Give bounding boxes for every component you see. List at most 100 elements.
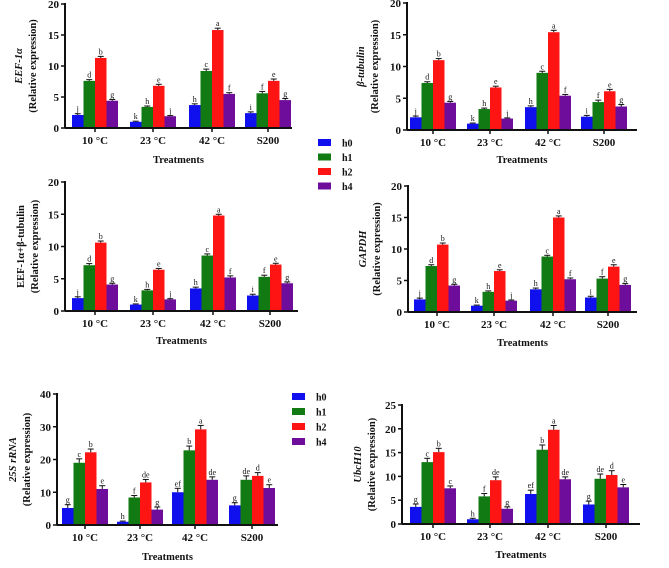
y-axis-gene-label: UbcH10 bbox=[353, 446, 364, 483]
y-tick-label: 20 bbox=[48, 0, 60, 11]
bar-h2 bbox=[95, 242, 107, 311]
significance-letter: de bbox=[561, 468, 569, 477]
y-tick-label: 20 bbox=[48, 177, 60, 189]
bar-h1 bbox=[425, 266, 437, 312]
significance-letter: ef bbox=[528, 481, 535, 490]
bar-h4 bbox=[615, 106, 627, 130]
significance-letter: de bbox=[596, 465, 604, 474]
significance-letter: a bbox=[557, 207, 561, 216]
bar-h1 bbox=[596, 278, 608, 312]
significance-letter: f bbox=[133, 487, 136, 496]
bar-h4 bbox=[263, 487, 275, 525]
bar-h2 bbox=[490, 87, 502, 130]
significance-letter: d bbox=[425, 73, 429, 82]
significance-letter: e bbox=[494, 77, 498, 86]
y-tick-label: 0 bbox=[46, 520, 52, 532]
bar-h4 bbox=[224, 277, 236, 311]
y-tick-label: 5 bbox=[54, 274, 60, 286]
significance-letter: g bbox=[448, 92, 452, 101]
x-tick-label: 42 °C bbox=[535, 531, 561, 543]
significance-letter: a bbox=[216, 19, 220, 28]
significance-letter: d bbox=[87, 255, 91, 264]
x-axis-label: Treatments bbox=[153, 155, 204, 166]
bar-h4 bbox=[501, 118, 513, 130]
bar-h2 bbox=[153, 85, 165, 128]
significance-letter: de bbox=[242, 467, 250, 476]
y-tick-label: 15 bbox=[391, 213, 403, 225]
legend-label: h4 bbox=[342, 182, 353, 193]
significance-letter: h bbox=[145, 280, 149, 289]
legend-swatch bbox=[318, 182, 331, 190]
bar-h4 bbox=[501, 508, 513, 524]
significance-letter: g bbox=[110, 274, 114, 283]
bar-h1 bbox=[83, 265, 95, 311]
significance-letter: a bbox=[552, 416, 556, 425]
significance-letter: h bbox=[121, 512, 125, 521]
x-tick-label: S200 bbox=[257, 135, 280, 147]
bar-h1 bbox=[141, 290, 153, 311]
significance-letter: de bbox=[492, 468, 500, 477]
bar-h2 bbox=[213, 215, 225, 311]
bar-h1 bbox=[83, 80, 95, 128]
significance-letter: g bbox=[619, 96, 623, 105]
legend: h0 h1 h2 h4 bbox=[292, 393, 327, 449]
legend-label: h2 bbox=[342, 168, 353, 179]
x-tick-label: 42 °C bbox=[535, 137, 561, 149]
bar-h1 bbox=[482, 291, 494, 312]
significance-letter: j bbox=[76, 288, 79, 297]
legend-swatch bbox=[292, 393, 305, 400]
significance-letter: de bbox=[142, 470, 150, 479]
x-tick-label: S200 bbox=[241, 532, 264, 544]
significance-letter: b bbox=[99, 47, 103, 56]
bar-h0 bbox=[229, 505, 241, 525]
bar-h4 bbox=[448, 285, 460, 312]
bar-h0 bbox=[414, 299, 426, 312]
bar-h1 bbox=[478, 496, 490, 524]
bar-h4 bbox=[564, 279, 576, 312]
bar-h4 bbox=[281, 283, 293, 311]
bar-h0 bbox=[172, 492, 184, 525]
bar-h1 bbox=[536, 72, 548, 130]
bar-h1 bbox=[478, 109, 490, 130]
bar-h0 bbox=[581, 116, 593, 130]
bar-h2 bbox=[490, 480, 502, 524]
y-axis-label: (Relative expression) bbox=[30, 199, 41, 293]
significance-letter: f bbox=[569, 269, 572, 278]
bar-h0 bbox=[467, 519, 479, 524]
bar-h2 bbox=[153, 269, 165, 311]
y-axis-gene-label: EEF-1α+β-tubulin bbox=[16, 205, 27, 288]
bar-h4 bbox=[106, 284, 118, 311]
significance-letter: e bbox=[612, 256, 616, 265]
significance-letter: g bbox=[283, 90, 287, 99]
bar-h1 bbox=[141, 106, 153, 128]
significance-letter: h bbox=[529, 97, 533, 106]
bar-h4 bbox=[617, 487, 629, 524]
legend-swatch bbox=[292, 438, 305, 445]
significance-letter: k bbox=[475, 296, 479, 305]
significance-letter: ef bbox=[175, 479, 182, 488]
significance-letter: d bbox=[87, 71, 91, 80]
significance-letter: h bbox=[471, 509, 475, 518]
significance-letter: k bbox=[471, 114, 475, 123]
significance-letter: i bbox=[586, 106, 589, 115]
y-tick-label: 10 bbox=[391, 244, 403, 256]
significance-letter: h bbox=[486, 282, 490, 291]
bar-h0 bbox=[190, 288, 202, 311]
y-tick-label: 0 bbox=[54, 123, 60, 135]
bar-h4 bbox=[206, 479, 218, 525]
significance-letter: j bbox=[509, 291, 512, 300]
y-tick-label: 20 bbox=[385, 424, 397, 436]
bar-h1 bbox=[258, 276, 270, 311]
x-tick-label: 23 °C bbox=[477, 137, 503, 149]
significance-letter: e bbox=[621, 475, 625, 484]
y-tick-label: 15 bbox=[48, 30, 60, 42]
significance-letter: g bbox=[233, 494, 237, 503]
significance-letter: g bbox=[587, 492, 591, 501]
significance-letter: g bbox=[623, 275, 627, 284]
significance-letter: j bbox=[76, 105, 79, 114]
bar-h0 bbox=[189, 105, 201, 128]
x-tick-label: 10 °C bbox=[72, 532, 98, 544]
significance-letter: f bbox=[263, 266, 266, 275]
